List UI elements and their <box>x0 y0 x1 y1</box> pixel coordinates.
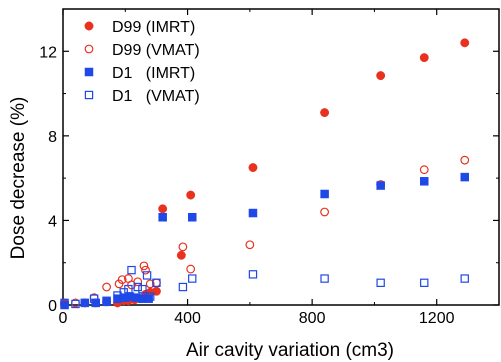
data-point <box>376 181 385 190</box>
data-point <box>60 298 69 308</box>
data-point <box>419 53 429 63</box>
data-point <box>376 278 385 288</box>
data-point <box>176 250 186 260</box>
data-point <box>71 299 80 309</box>
data-point <box>117 275 127 285</box>
data-point <box>139 261 149 271</box>
data-point <box>460 172 469 182</box>
y-tick-label: 12 <box>39 44 57 61</box>
data-point <box>248 208 258 218</box>
data-point <box>133 277 143 287</box>
data-point <box>320 274 329 283</box>
y-axis-title: Dose decrease (%) <box>8 97 29 260</box>
plot-frame <box>62 8 500 306</box>
data-point <box>320 189 329 199</box>
data-point <box>127 265 136 275</box>
data-point <box>102 296 111 305</box>
legend-marker <box>84 90 94 100</box>
data-point <box>124 284 133 294</box>
data-point <box>158 204 168 214</box>
legend-label: D1 (VMAT) <box>112 88 200 105</box>
series-circle-open <box>60 155 470 308</box>
data-point <box>60 300 69 310</box>
data-point <box>141 265 150 275</box>
data-point <box>186 264 196 274</box>
legend-label: D1 (IMRT) <box>112 65 195 82</box>
legend-marker <box>84 67 94 77</box>
data-point <box>178 242 188 252</box>
legend-label: D99 (VMAT) <box>112 42 200 59</box>
data-point <box>91 298 100 308</box>
data-point <box>460 274 469 283</box>
data-point <box>460 38 470 48</box>
y-tick-label: 4 <box>48 213 57 230</box>
series-square-open <box>60 265 469 309</box>
data-point <box>419 165 429 175</box>
data-point <box>186 190 196 200</box>
data-point <box>248 163 258 173</box>
tick-labels: 0 400 800 1200 0 4 8 12 <box>39 44 454 327</box>
x-tick-label: 1200 <box>419 310 455 327</box>
data-point <box>376 71 386 81</box>
data-point <box>89 294 99 303</box>
data-point <box>460 155 470 165</box>
x-axis-title: Air cavity variation (cm3) <box>186 340 394 361</box>
data-points <box>60 38 470 310</box>
data-point <box>142 271 152 280</box>
data-point <box>188 274 197 283</box>
plot-border <box>62 8 500 306</box>
data-point <box>138 284 147 294</box>
data-point <box>420 278 429 288</box>
data-point <box>102 282 111 292</box>
data-point <box>420 177 429 186</box>
data-point <box>320 207 330 217</box>
x-tick-label: 400 <box>174 310 201 327</box>
x-tick-label: 800 <box>299 310 326 327</box>
data-point <box>248 270 258 279</box>
data-point <box>133 282 142 292</box>
data-point <box>245 240 255 250</box>
data-point <box>178 282 188 292</box>
data-point <box>146 292 155 301</box>
y-tick-label: 0 <box>48 298 57 315</box>
data-point <box>320 108 330 118</box>
axis-ticks <box>62 9 499 306</box>
legend: D99 (IMRT) D99 (VMAT) D1 (IMRT) D1 (VMAT) <box>84 19 200 105</box>
data-point <box>145 279 155 289</box>
legend-label: D99 (IMRT) <box>112 19 195 36</box>
data-point <box>187 213 197 222</box>
x-tick-label: 0 <box>59 310 68 327</box>
data-point <box>80 298 90 308</box>
y-tick-label: 8 <box>48 129 57 146</box>
data-point <box>144 294 153 303</box>
legend-marker <box>84 21 94 31</box>
data-point <box>152 278 161 288</box>
legend-marker <box>84 44 94 54</box>
data-point <box>158 213 167 222</box>
